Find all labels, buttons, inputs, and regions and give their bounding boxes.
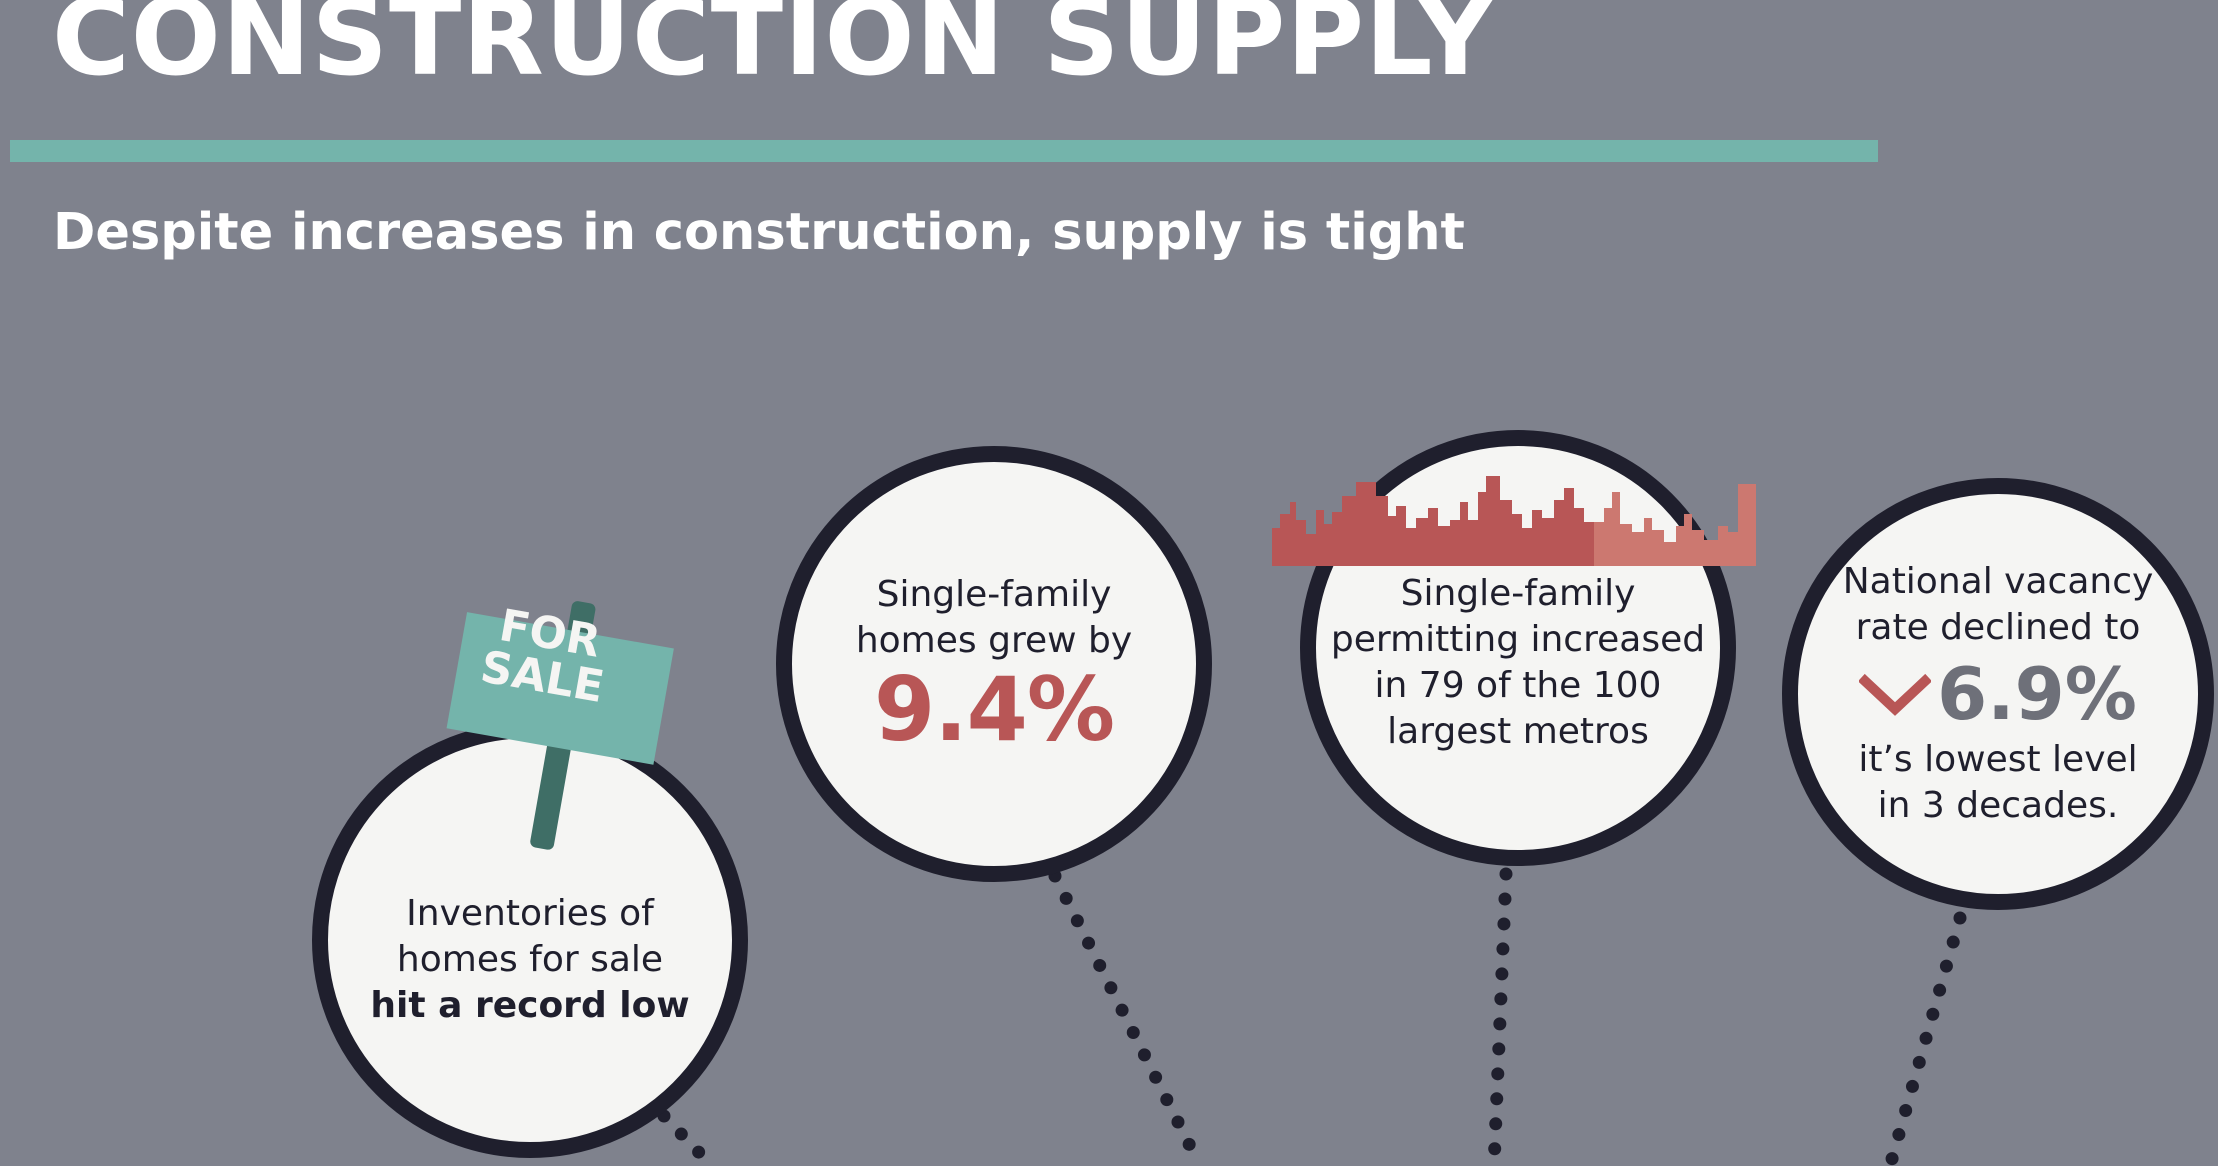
vacancy-value-row: 6.9%	[1859, 655, 2137, 734]
vacancy-value: 6.9%	[1937, 652, 2137, 737]
growth-text-line1: Single-family	[876, 573, 1112, 615]
vacancy-text-line4: in 3 decades.	[1877, 784, 2119, 826]
connector-line-inventory	[657, 1109, 719, 1166]
inventory-text-highlight: hit a record low	[370, 985, 690, 1027]
inventory-text-line1: Inventories of	[406, 892, 654, 934]
growth-value: 9.4%	[873, 657, 1115, 761]
title-underline	[10, 140, 1878, 162]
stat-circle-growth: Single-family homes grew by 9.4%	[776, 446, 1212, 882]
permitting-text-line3: in 79 of the 100	[1374, 665, 1662, 706]
growth-text-line2: homes grew by	[855, 619, 1133, 661]
city-skyline-icon	[1272, 476, 1756, 566]
vacancy-text-line1: National vacancy	[1842, 561, 2154, 603]
permitting-text-line4: largest metros	[1387, 711, 1649, 753]
stat-circle-vacancy: National vacancy rate declined to 6.9% i…	[1782, 478, 2214, 910]
vacancy-text-line2: rate declined to	[1855, 607, 2141, 649]
connector-line-permitting	[1487, 867, 1513, 1166]
vacancy-text-line3: it’s lowest level	[1858, 738, 2138, 780]
permitting-text-line2: permitting increased	[1330, 618, 1706, 660]
page-title: CONSTRUCTION SUPPLY	[52, 0, 1495, 99]
down-arrow-icon	[1859, 673, 1932, 716]
permitting-text-line1: Single-family	[1400, 572, 1636, 614]
for-sale-sign-icon	[446, 601, 674, 850]
connector-line-growth	[1048, 869, 1207, 1166]
page-subtitle: Despite increases in construction, suppl…	[53, 203, 1465, 262]
connector-line-vacancy	[1883, 911, 1967, 1166]
inventory-text-line2: homes for sale	[396, 938, 664, 980]
